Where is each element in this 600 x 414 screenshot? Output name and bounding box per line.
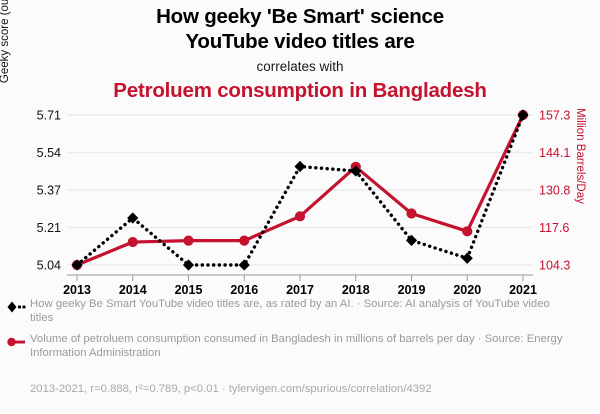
chart-footer-stats: 2013-2021, r=0.888, r²=0.789, p<0.01 · t… bbox=[30, 383, 432, 395]
y-axis-right-title: Million Barrels/Day bbox=[574, 108, 586, 204]
chart-legend: How geeky Be Smart YouTube video titles … bbox=[6, 298, 594, 368]
svg-text:2020: 2020 bbox=[453, 283, 481, 297]
black-dotted-diamond-marker-icon bbox=[6, 300, 30, 314]
svg-text:5.37: 5.37 bbox=[37, 184, 61, 198]
legend-label-petroleum: Volume of petroluem consumption consumed… bbox=[30, 333, 563, 359]
svg-text:2014: 2014 bbox=[119, 283, 147, 297]
legend-label-geeky-score: How geeky Be Smart YouTube video titles … bbox=[30, 298, 550, 324]
y-axis-left-tick-labels: 5.04 5.21 5.37 5.54 5.71 bbox=[37, 109, 61, 273]
svg-text:104.3: 104.3 bbox=[539, 259, 570, 273]
svg-text:144.1: 144.1 bbox=[539, 146, 570, 160]
plot-svg: 5.04 5.21 5.37 5.54 5.71 104.3 117.6 130.8 144.… bbox=[37, 109, 571, 298]
x-axis-tick-labels: 2013 2014 2015 2016 2017 2018 2019 2020 2021 bbox=[63, 283, 537, 297]
svg-text:2021: 2021 bbox=[509, 283, 537, 297]
chart-title-primary-line1: How geeky 'Be Smart' science bbox=[156, 5, 444, 28]
chart-title-secondary: Petroluem consumption in Bangladesh bbox=[113, 79, 487, 102]
svg-text:2019: 2019 bbox=[398, 283, 426, 297]
svg-text:5.71: 5.71 bbox=[37, 109, 61, 123]
svg-text:2013: 2013 bbox=[63, 283, 91, 297]
svg-text:5.04: 5.04 bbox=[37, 259, 61, 273]
chart-title-primary: How geeky 'Be Smart' science YouTube vid… bbox=[0, 4, 600, 54]
chart-title-connector: correlates with bbox=[256, 59, 344, 74]
plot-area: 5.04 5.21 5.37 5.54 5.71 104.3 117.6 130.8 144.… bbox=[0, 100, 600, 300]
chart-title-block: How geeky 'Be Smart' science YouTube vid… bbox=[0, 4, 600, 103]
svg-text:2018: 2018 bbox=[342, 283, 370, 297]
red-solid-circle-marker-icon bbox=[6, 335, 30, 349]
x-tick-marks-group bbox=[76, 275, 524, 281]
svg-text:5.21: 5.21 bbox=[37, 221, 61, 235]
svg-text:157.3: 157.3 bbox=[539, 109, 570, 123]
svg-text:130.8: 130.8 bbox=[539, 184, 570, 198]
svg-text:2015: 2015 bbox=[175, 283, 203, 297]
y-axis-left-title: Geeky score (out of 10) bbox=[0, 0, 11, 84]
legend-item-geeky-score: How geeky Be Smart YouTube video titles … bbox=[6, 298, 594, 325]
svg-text:117.6: 117.6 bbox=[539, 221, 569, 235]
chart-title-primary-line2: YouTube video titles are bbox=[185, 30, 415, 53]
svg-text:5.54: 5.54 bbox=[37, 146, 61, 160]
legend-item-petroleum: Volume of petroluem consumption consumed… bbox=[6, 333, 594, 360]
svg-text:2016: 2016 bbox=[230, 283, 258, 297]
y-axis-right-tick-labels: 104.3 117.6 130.8 144.1 157.3 bbox=[539, 109, 570, 273]
svg-text:2017: 2017 bbox=[286, 283, 314, 297]
gridlines-group bbox=[67, 114, 533, 266]
